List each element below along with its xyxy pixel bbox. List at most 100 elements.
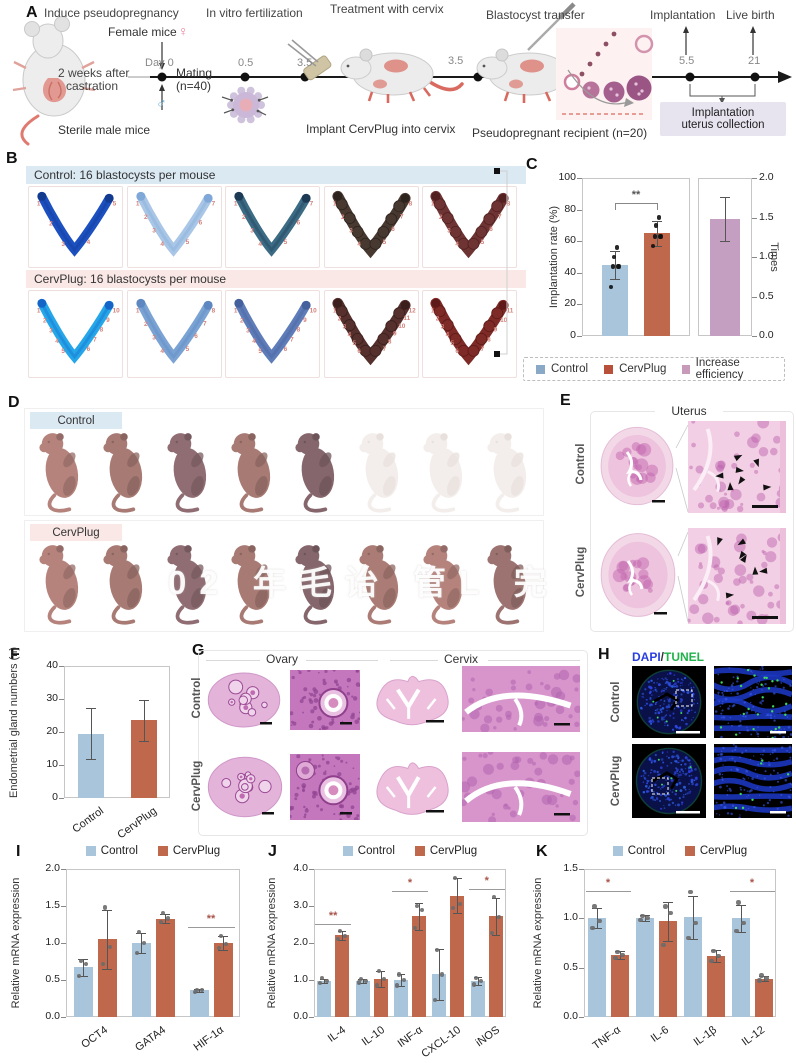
data-point [491, 895, 496, 900]
svg-text:11: 11 [403, 315, 410, 322]
error-cap [435, 949, 444, 951]
legend-item: Control [536, 363, 588, 375]
g-frame [198, 650, 588, 836]
pup-image [39, 433, 79, 513]
data-point [489, 930, 494, 935]
error-cap [491, 897, 500, 899]
data-point [736, 900, 741, 905]
ovary-histology-control [207, 672, 281, 728]
data-point [223, 941, 229, 946]
pup-image [487, 545, 527, 625]
data-point [134, 950, 140, 955]
data-point [356, 980, 361, 985]
timeline-p05: 0.5 [238, 57, 254, 69]
pup-image [167, 545, 207, 625]
watermark: 02 年毛诒 管L 完 [168, 564, 560, 601]
svg-text:1: 1 [37, 308, 41, 315]
data-point [358, 976, 363, 981]
svg-text:5: 5 [352, 340, 356, 347]
svg-text:1: 1 [135, 308, 139, 315]
y-tick [59, 765, 64, 766]
svg-text:2: 2 [439, 214, 443, 221]
svg-text:9: 9 [303, 317, 307, 324]
data-point [216, 946, 222, 951]
e-row-label-cervplug: CervPlug [575, 546, 587, 598]
error-cap [614, 958, 625, 960]
panel-k-label: K [536, 843, 548, 860]
svg-text:5: 5 [382, 239, 386, 246]
svg-text:4: 4 [258, 241, 262, 248]
panel-a-label: A [26, 4, 38, 21]
x-category-label: OCT4 [79, 1024, 111, 1051]
svg-text:9: 9 [106, 317, 110, 324]
legend-item: CervPlug [414, 845, 477, 857]
h-title: DAPI/TUNEL [632, 650, 704, 664]
uterus-image: 1 2 3 4 5 [28, 186, 123, 268]
endometrial-glands-chart: 0 10 20 30 40 Endometrial gland numbers (n) Co… [4, 647, 184, 841]
error-bar [143, 699, 145, 741]
svg-text:1: 1 [332, 201, 336, 208]
tunel-image-control [632, 666, 706, 738]
error-cap [720, 241, 730, 243]
data-point [597, 919, 602, 924]
svg-text:6: 6 [87, 346, 91, 353]
sig-line [585, 890, 631, 892]
svg-text:10: 10 [113, 307, 121, 314]
female-symbol: ♀ [178, 23, 189, 39]
y-tick [309, 869, 314, 870]
svg-text:6: 6 [391, 226, 395, 233]
error-bar [740, 904, 742, 933]
bar [412, 916, 426, 1017]
chart-legend: Control CervPlug [66, 843, 240, 859]
error-cap [136, 932, 146, 934]
increase-efficiency-chart: 0.0 0.5 1.0 1.5 2.0 Times [692, 168, 796, 350]
data-point [757, 978, 762, 983]
bar [213, 943, 233, 1017]
y-tick-label: 20 [564, 297, 576, 310]
data-point [394, 983, 400, 988]
data-point [194, 987, 200, 992]
d-cervplug-pups-row [30, 540, 542, 628]
error-bar [223, 936, 224, 950]
error-bar [324, 978, 326, 984]
data-point [158, 920, 164, 925]
pup-image [231, 545, 271, 625]
e-row-label-control: Control [575, 443, 587, 485]
y-tick-label: 80 [564, 202, 576, 215]
error-cap [473, 984, 482, 986]
svg-text:4: 4 [446, 332, 450, 339]
error-cap [710, 961, 721, 963]
cervix-histology-zoom-cervplug [462, 752, 580, 822]
y-tick [577, 178, 582, 179]
error-cap [735, 904, 746, 906]
pup-image [231, 433, 271, 513]
error-cap [414, 903, 424, 905]
legend-swatch [604, 364, 614, 374]
cervix-histology-zoom-control [462, 666, 580, 732]
mating-n: (n=40) [176, 79, 212, 93]
y-tick [579, 869, 584, 870]
error-bar [657, 220, 658, 246]
panel-d-label: D [8, 394, 20, 411]
uterus-histology-control [600, 426, 674, 506]
error-cap [102, 968, 112, 970]
svg-text:3: 3 [152, 334, 156, 341]
y-tick-label: 30 [46, 692, 58, 704]
error-cap [652, 245, 662, 247]
error-cap [591, 928, 602, 930]
panel-h-label: H [598, 646, 610, 663]
svg-text:8: 8 [507, 200, 511, 207]
data-point [381, 976, 386, 981]
svg-text:1: 1 [135, 201, 139, 208]
data-point [653, 223, 659, 228]
svg-text:3: 3 [447, 227, 451, 234]
bar [450, 895, 465, 1017]
svg-text:3: 3 [246, 328, 250, 335]
cervix-histology-cervplug [376, 762, 449, 815]
data-point [709, 958, 714, 963]
data-point [318, 980, 323, 986]
error-cap [194, 991, 204, 993]
error-cap [218, 949, 228, 951]
data-point [76, 974, 82, 979]
